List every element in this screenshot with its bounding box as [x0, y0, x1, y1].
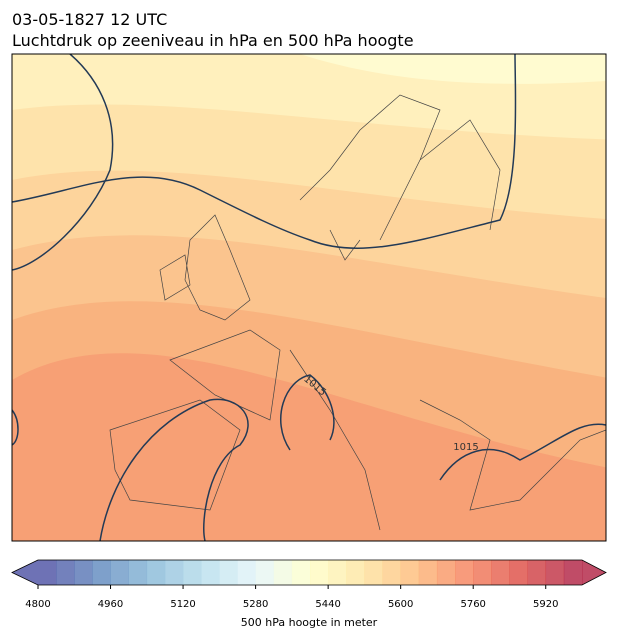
colorbar-label: 500 hPa hoogte in meter — [241, 616, 378, 629]
title: 03-05-1827 12 UTC — [12, 10, 167, 29]
colorbar-band — [400, 560, 420, 585]
isobar — [12, 54, 517, 249]
isobar-label: 1015 — [453, 442, 478, 453]
colorbar-extend — [582, 560, 606, 585]
colorbar-band — [146, 560, 166, 585]
colorbar-band — [328, 560, 347, 585]
colorbar-band — [273, 560, 293, 585]
colorbar-band — [183, 560, 202, 585]
colorbar-band — [527, 560, 547, 585]
colorbar-band — [509, 560, 528, 585]
colorbar-band — [563, 560, 583, 585]
colorbar-tick-label: 5920 — [533, 599, 558, 610]
colorbar-tick-label: 5440 — [315, 599, 340, 610]
colorbar-band — [56, 560, 75, 585]
colorbar-band — [473, 560, 492, 585]
colorbar-band — [545, 560, 565, 585]
colorbar-tick-label: 5280 — [243, 599, 268, 610]
colorbar-band — [346, 560, 365, 585]
colorbar-tick-label: 5760 — [460, 599, 485, 610]
colorbar-tick-label: 4800 — [25, 599, 50, 610]
colorbar-band — [491, 560, 510, 585]
colorbar-band — [92, 560, 111, 585]
colorbar-tick-label: 5600 — [388, 599, 413, 610]
colorbar-band — [436, 560, 456, 585]
coastline — [109, 94, 606, 531]
colorbar-band — [237, 560, 256, 585]
colorbar-band — [201, 560, 220, 585]
field-band — [300, 54, 606, 84]
colorbar-band — [128, 560, 148, 585]
colorbar-band — [38, 560, 57, 585]
subtitle: Luchtdruk op zeeniveau in hPa en 500 hPa… — [12, 31, 414, 50]
colorbar-band — [418, 560, 438, 585]
colorbar-band — [310, 560, 329, 585]
colorbar-band — [74, 560, 93, 585]
colorbar-extend — [12, 560, 38, 585]
isobar — [12, 374, 606, 541]
map: 1015 1015 — [12, 54, 606, 541]
colorbar-band — [382, 560, 401, 585]
colorbar-band — [219, 560, 238, 585]
map-frame — [11, 53, 607, 542]
colorbar-band — [110, 560, 129, 585]
colorbar-outline — [11, 559, 607, 586]
colorbar-tick-label: 5120 — [170, 599, 195, 610]
isobar — [12, 54, 114, 271]
colorbar-band — [164, 560, 184, 585]
colorbar-band — [455, 560, 474, 585]
colorbar-band — [364, 560, 383, 585]
colorbar-band — [291, 560, 311, 585]
colorbar-band — [255, 560, 275, 585]
colorbar-tick-label: 4960 — [98, 599, 123, 610]
